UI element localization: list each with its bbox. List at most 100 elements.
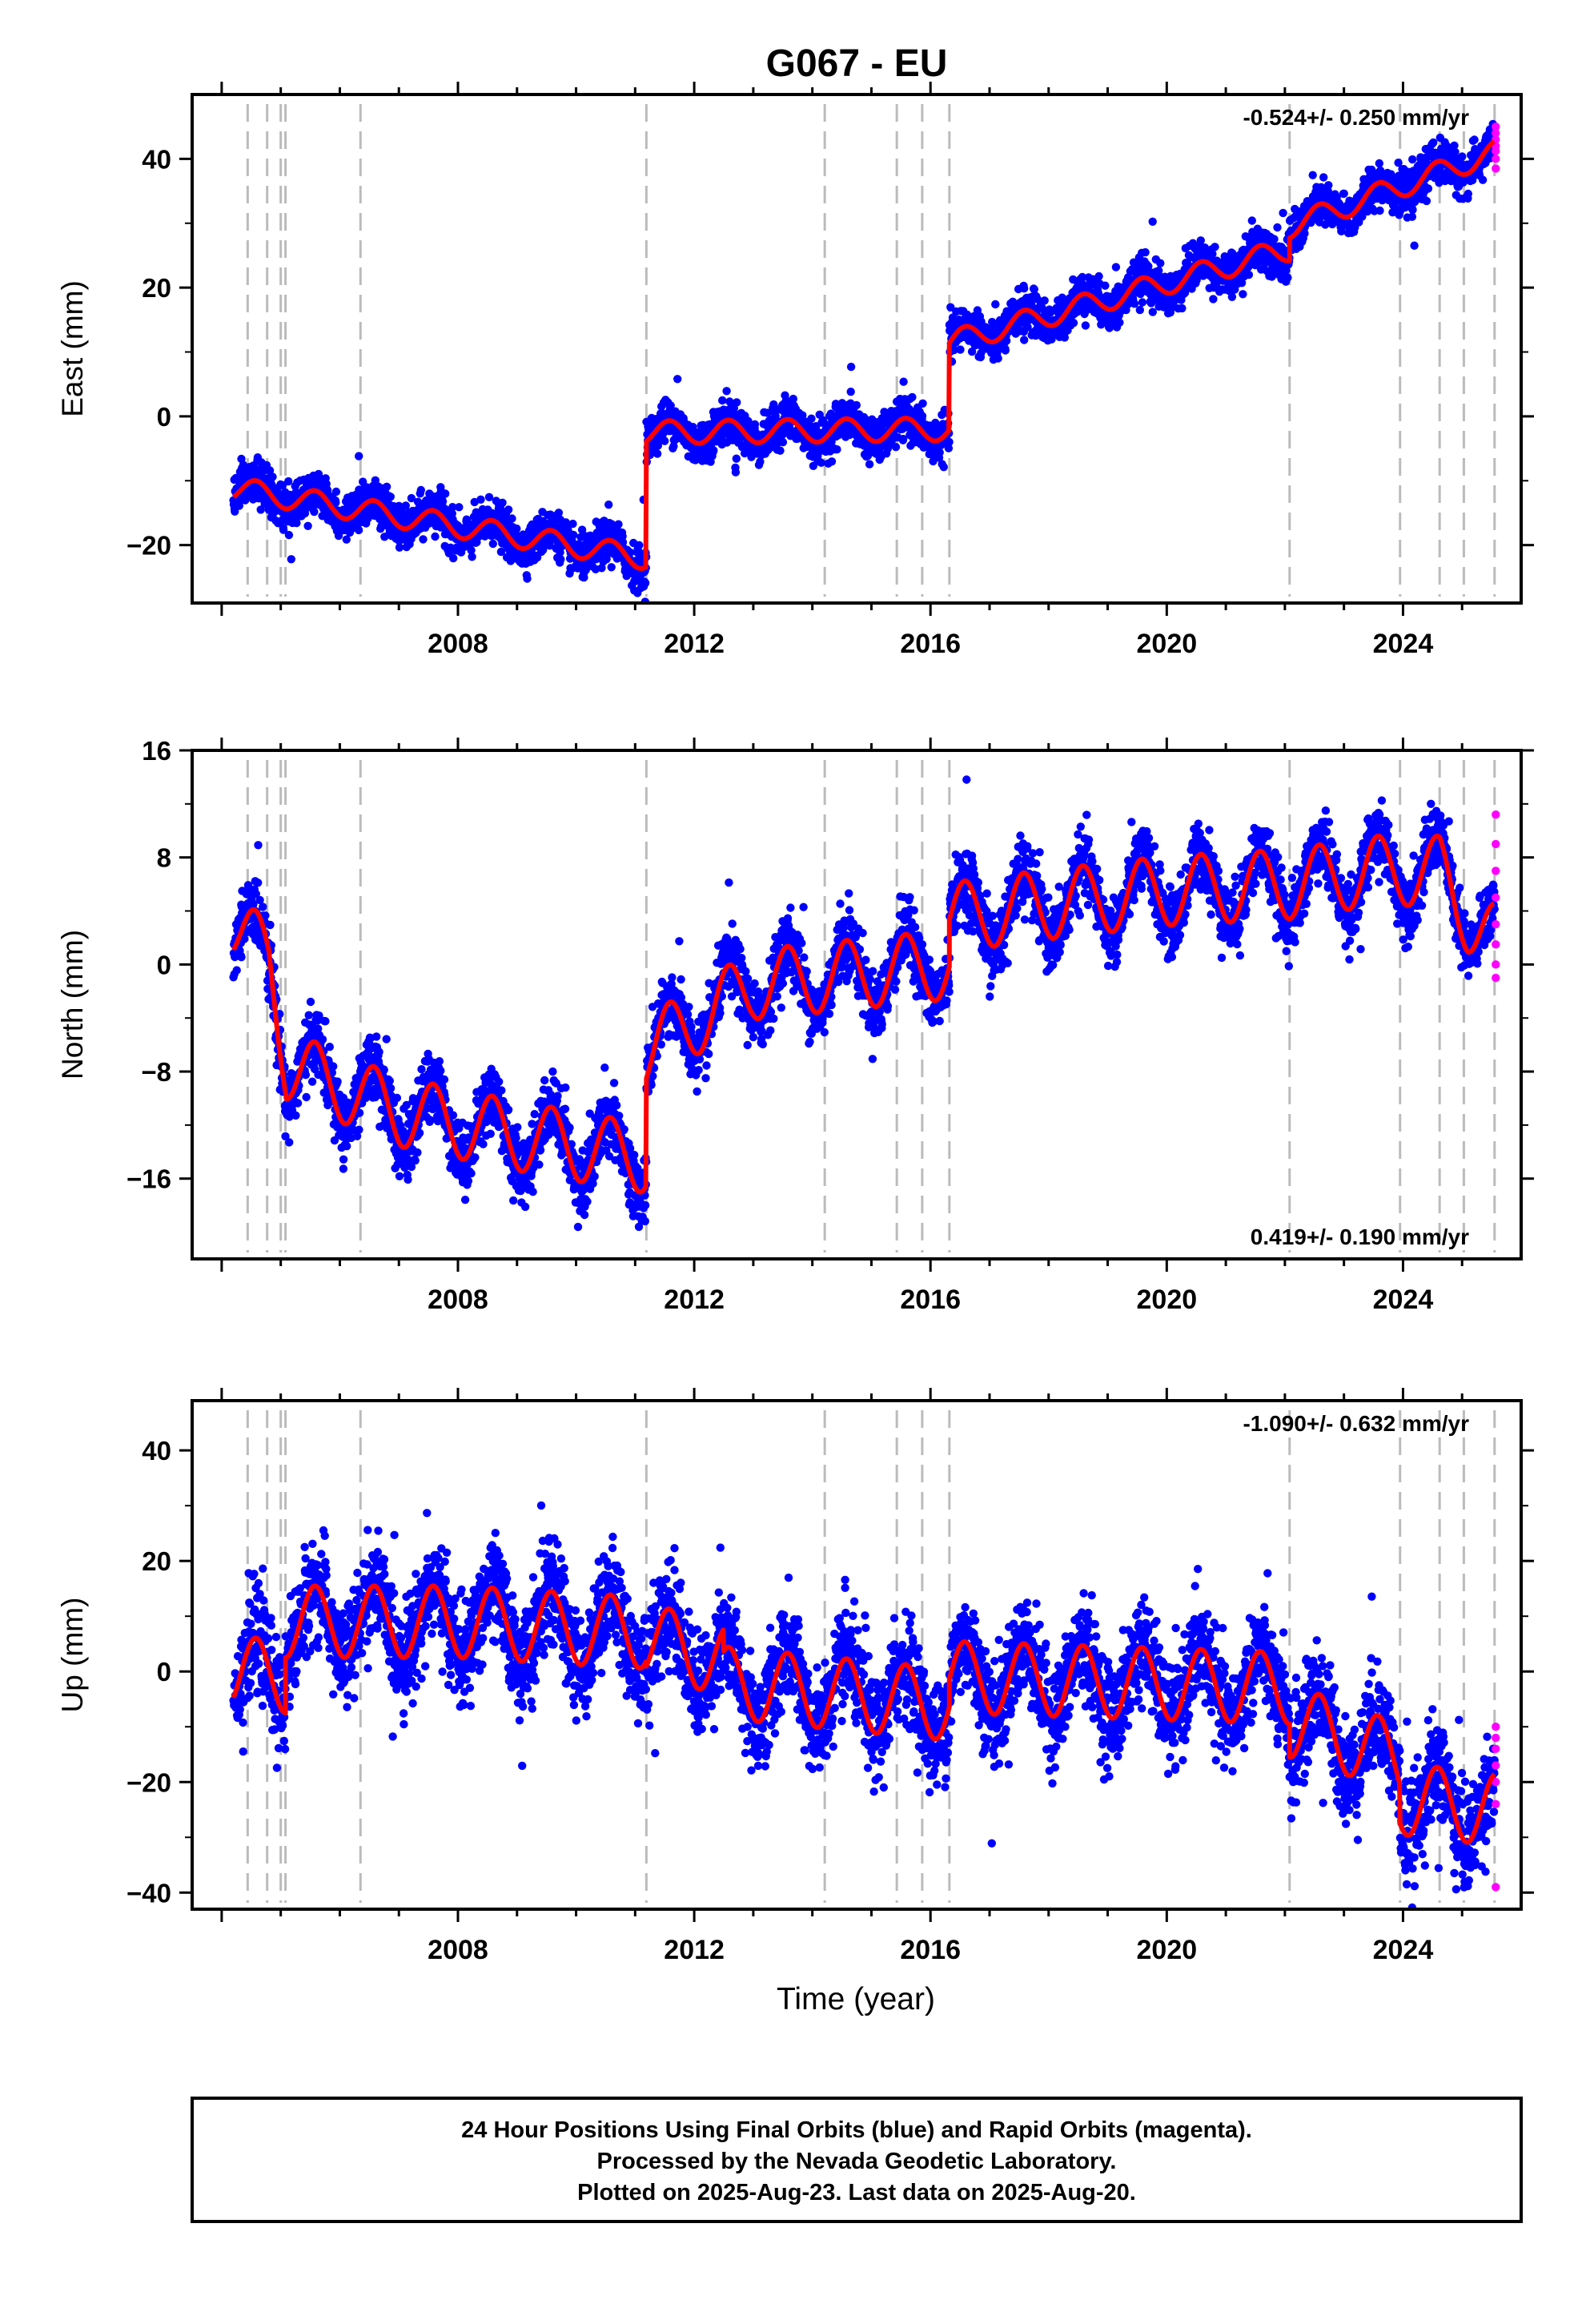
data-point	[1148, 308, 1158, 316]
data-point	[498, 498, 507, 507]
data-point	[614, 520, 623, 529]
outlier-point	[250, 485, 259, 494]
data-point	[1458, 152, 1467, 161]
data-point	[1209, 295, 1218, 304]
data-point	[661, 436, 669, 445]
data-point	[342, 535, 351, 544]
data-point	[455, 503, 464, 512]
data-point	[1094, 271, 1103, 281]
data-point	[1141, 247, 1150, 257]
data-point	[1001, 346, 1010, 355]
data-point	[817, 458, 825, 467]
data-point	[265, 466, 275, 475]
data-point	[580, 573, 588, 582]
outlier-point	[699, 423, 709, 432]
outlier-point	[1260, 259, 1269, 268]
data-point	[691, 456, 700, 464]
data-point	[994, 354, 1002, 363]
outlier-point	[1174, 304, 1182, 313]
data-point	[1375, 159, 1384, 168]
final-orbit-points	[229, 119, 1499, 603]
data-point	[310, 507, 319, 517]
data-point	[259, 903, 267, 911]
data-point	[371, 476, 379, 485]
data-point	[1115, 318, 1124, 327]
data-point	[1308, 171, 1317, 179]
data-point	[237, 953, 246, 962]
data-point	[1211, 243, 1219, 251]
outlier-point	[1291, 211, 1301, 220]
outlier-point	[1111, 263, 1121, 271]
data-point	[607, 563, 616, 572]
data-point	[935, 448, 944, 457]
data-point	[1196, 236, 1206, 245]
data-point	[266, 920, 275, 930]
final-orbit-points	[229, 775, 1499, 1232]
outlier-point	[604, 501, 613, 509]
data-point	[577, 525, 587, 534]
data-point	[1319, 173, 1328, 182]
data-point	[732, 454, 741, 463]
outlier-point	[1410, 241, 1419, 250]
data-point	[508, 514, 516, 523]
y-tick-label: 20	[142, 273, 171, 303]
data-point	[395, 543, 404, 552]
data-point	[382, 482, 391, 491]
data-point	[807, 414, 816, 423]
data-point	[908, 392, 917, 402]
data-point	[354, 525, 363, 535]
x-tick-label: 2024	[1373, 629, 1434, 659]
outlier-point	[1146, 299, 1156, 308]
outlier-point	[952, 307, 961, 316]
rapid-point	[1492, 164, 1500, 173]
data-point	[448, 503, 457, 512]
data-point	[1156, 259, 1165, 267]
outlier-point	[253, 453, 263, 462]
data-point	[386, 493, 395, 501]
data-point	[918, 399, 927, 408]
data-point	[419, 535, 428, 544]
data-point	[569, 530, 578, 540]
rapid-point	[1492, 155, 1500, 163]
data-point	[331, 498, 340, 507]
data-point	[488, 539, 497, 549]
data-point	[899, 377, 908, 386]
y-tick-label: −20	[126, 531, 171, 561]
data-point	[718, 396, 727, 405]
data-point	[268, 472, 277, 481]
data-point	[597, 564, 606, 573]
data-point	[1408, 205, 1417, 215]
data-point	[1408, 155, 1417, 164]
y-tick-label: 40	[142, 144, 171, 174]
data-point	[846, 388, 855, 396]
outlier-point	[331, 487, 341, 497]
outlier-point	[541, 519, 550, 528]
y-tick-label: 0	[157, 402, 171, 432]
data-point	[1081, 321, 1090, 330]
data-point	[1069, 319, 1078, 328]
rate-annotation: -0.524+/- 0.250 mm/yr	[1243, 105, 1469, 130]
outlier-point	[355, 452, 363, 460]
data-point	[496, 547, 506, 557]
data-point	[733, 398, 741, 407]
data-point	[917, 412, 927, 420]
data-point	[1273, 223, 1282, 232]
outlier-point	[1020, 336, 1029, 344]
data-point	[865, 460, 874, 468]
data-point	[1244, 270, 1254, 279]
outlier-point	[1323, 185, 1331, 194]
data-point	[1101, 281, 1110, 290]
outlier-point	[974, 320, 983, 328]
data-point	[232, 966, 241, 975]
outlier-point	[846, 362, 856, 372]
data-point	[254, 879, 263, 887]
data-point	[1470, 135, 1479, 144]
data-point	[669, 442, 678, 451]
data-point	[1030, 285, 1039, 294]
data-point	[991, 300, 1000, 309]
data-point	[852, 400, 861, 410]
outlier-point	[1181, 243, 1191, 253]
data-point	[476, 495, 485, 504]
outlier-point	[287, 555, 295, 564]
